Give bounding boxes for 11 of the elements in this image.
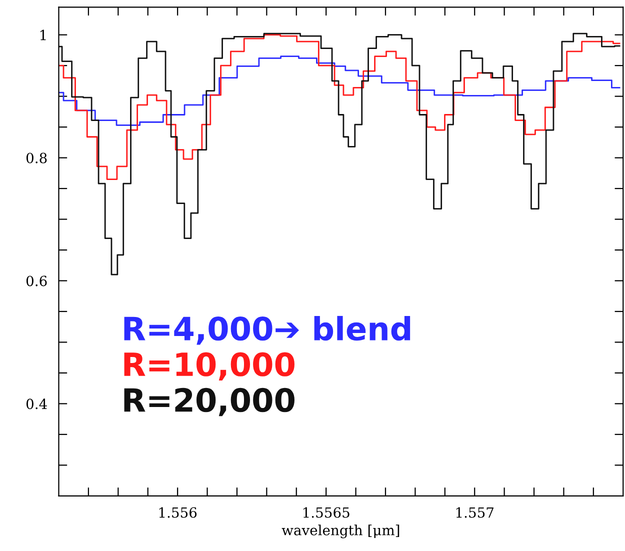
x-tick-label: 1.5565: [303, 507, 350, 518]
y-tick-label: 1: [40, 30, 46, 40]
x-tick-label: 1.556: [159, 507, 197, 518]
y-tick-label: 0.4: [26, 398, 47, 410]
text: R=4,000➔ blend: [124, 316, 410, 345]
y-tick-label: 0.6: [26, 276, 47, 286]
x-axis-title: wavelength [μm]: [282, 524, 400, 538]
x-tick-label: 1.557: [456, 507, 494, 518]
text: R=20,000: [124, 388, 294, 416]
y-tick-label: 0.8: [26, 152, 47, 164]
text: R=10,000: [124, 352, 294, 380]
